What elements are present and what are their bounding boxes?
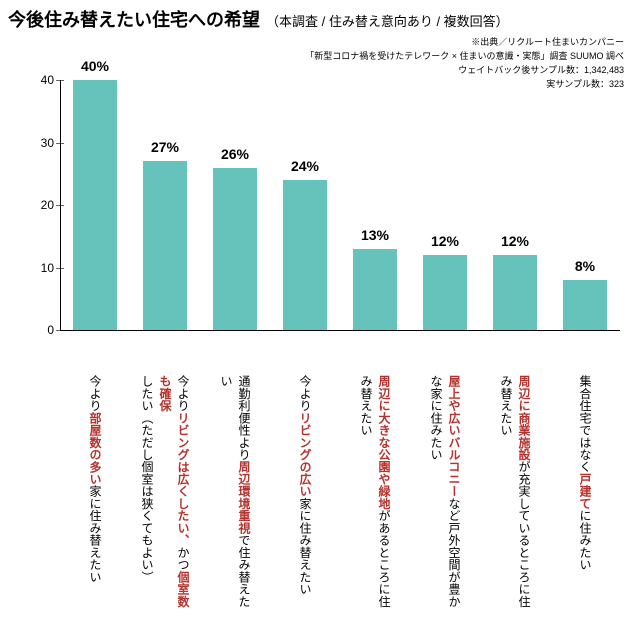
category-segment: 部屋数の多い [88,412,102,485]
category-label: 今よりリビングは広くしたい、かつ個室数も確保したい（ただし個室は狭くてもよい） [138,375,192,615]
chart-subtitle: （本調査 / 住み替え意向あり / 複数回答） [266,11,509,30]
bar-value-label: 12% [410,233,480,249]
category-label: 今より部屋数の多い家に住み替えたい [86,375,104,615]
bar-value-label: 27% [130,139,200,155]
category-slot: 今よりリビングの広い家に住み替えたい [270,375,340,620]
bar [493,255,538,330]
category-segment: 周辺に商業施設 [517,375,531,461]
bar [283,180,328,330]
y-tick-label: 30 [41,136,54,150]
category-segment: 周辺環境重視 [237,461,251,534]
category-slot: 周辺に商業施設が充実しているところに住み替えたい [480,375,550,620]
chart-root: 今後住み替えたい住宅への希望 （本調査 / 住み替え意向あり / 複数回答） ※… [0,0,640,620]
bar [423,255,468,330]
bar [353,249,398,330]
bar [73,80,118,330]
category-slot: 集合住宅ではなく戸建てに住みたい [550,375,620,620]
category-slot: 屋上や広いバルコニーなど戸外空間が豊かな家に住みたい [410,375,480,620]
category-segment: リビングは広くしたい、 [176,412,190,547]
bar-value-label: 13% [340,227,410,243]
category-segment: 周辺に大きな公園や緑地 [377,375,391,510]
y-tick-label: 0 [47,323,54,337]
bar-value-label: 26% [200,146,270,162]
category-label: 周辺に大きな公園や緑地があるところに住み替えたい [357,375,393,615]
category-segment: 戸建て [578,473,592,510]
category-slot: 周辺に大きな公園や緑地があるところに住み替えたい [340,375,410,620]
y-axis: 010203040 [20,80,60,330]
category-segment: したい（ただし個室は狭くてもよい） [140,375,154,583]
category-segment: 屋上や広いバルコニー [447,375,461,497]
category-slot: 通勤利便性より周辺環境重視で住み替えたい [200,375,270,620]
bar-slot: 12% [410,80,480,330]
category-segment: 集合住宅ではなく [578,375,592,473]
category-slot: 今よりリビングは広くしたい、かつ個室数も確保したい（ただし個室は狭くてもよい） [130,375,200,620]
category-label: 周辺に商業施設が充実しているところに住み替えたい [497,375,533,615]
bar-slot: 40% [60,80,130,330]
category-label: 今よりリビングの広い家に住み替えたい [296,375,314,615]
category-segment: 家に住み替えたい [298,497,312,595]
category-segment: 通勤利便性より [237,375,251,461]
category-label: 通勤利便性より周辺環境重視で住み替えたい [217,375,253,615]
bar [563,280,608,330]
bars-container: 40%27%26%24%13%12%12%8% [60,80,620,330]
category-slot: 今より部屋数の多い家に住み替えたい [60,375,130,620]
category-segment: 今より [88,375,102,412]
bar-slot: 8% [550,80,620,330]
category-segment: 今より [176,375,190,412]
bar-slot: 13% [340,80,410,330]
bar-value-label: 12% [480,233,550,249]
bar-value-label: 8% [550,258,620,274]
y-tick-label: 10 [41,261,54,275]
chart-title: 今後住み替えたい住宅への希望 [8,6,260,32]
plot-region: 40%27%26%24%13%12%12%8% [60,80,620,330]
category-labels: 今より部屋数の多い家に住み替えたい今よりリビングは広くしたい、かつ個室数も確保し… [60,375,620,620]
category-segment: かつ [176,546,190,570]
category-segment: リビングの広い [298,412,312,498]
bar-slot: 24% [270,80,340,330]
y-tick-label: 40 [41,73,54,87]
source-line: ※出典／リクルート住まいカンパニー [305,36,624,50]
category-label: 集合住宅ではなく戸建てに住みたい [576,375,594,615]
category-segment: に住みたい [578,510,592,571]
category-label: 屋上や広いバルコニーなど戸外空間が豊かな家に住みたい [427,375,463,615]
category-segment: 今より [298,375,312,412]
bar [213,168,258,331]
category-segment: 家に住み替えたい [88,485,102,583]
y-tick-label: 20 [41,198,54,212]
bar-slot: 27% [130,80,200,330]
title-row: 今後住み替えたい住宅への希望 （本調査 / 住み替え意向あり / 複数回答） [0,0,640,32]
bar-slot: 12% [480,80,550,330]
bar [143,161,188,330]
bar-value-label: 40% [60,58,130,74]
bar-slot: 26% [200,80,270,330]
bar-value-label: 24% [270,158,340,174]
chart-area: 010203040 40%27%26%24%13%12%12%8% [20,60,620,370]
x-axis-line [60,330,620,331]
